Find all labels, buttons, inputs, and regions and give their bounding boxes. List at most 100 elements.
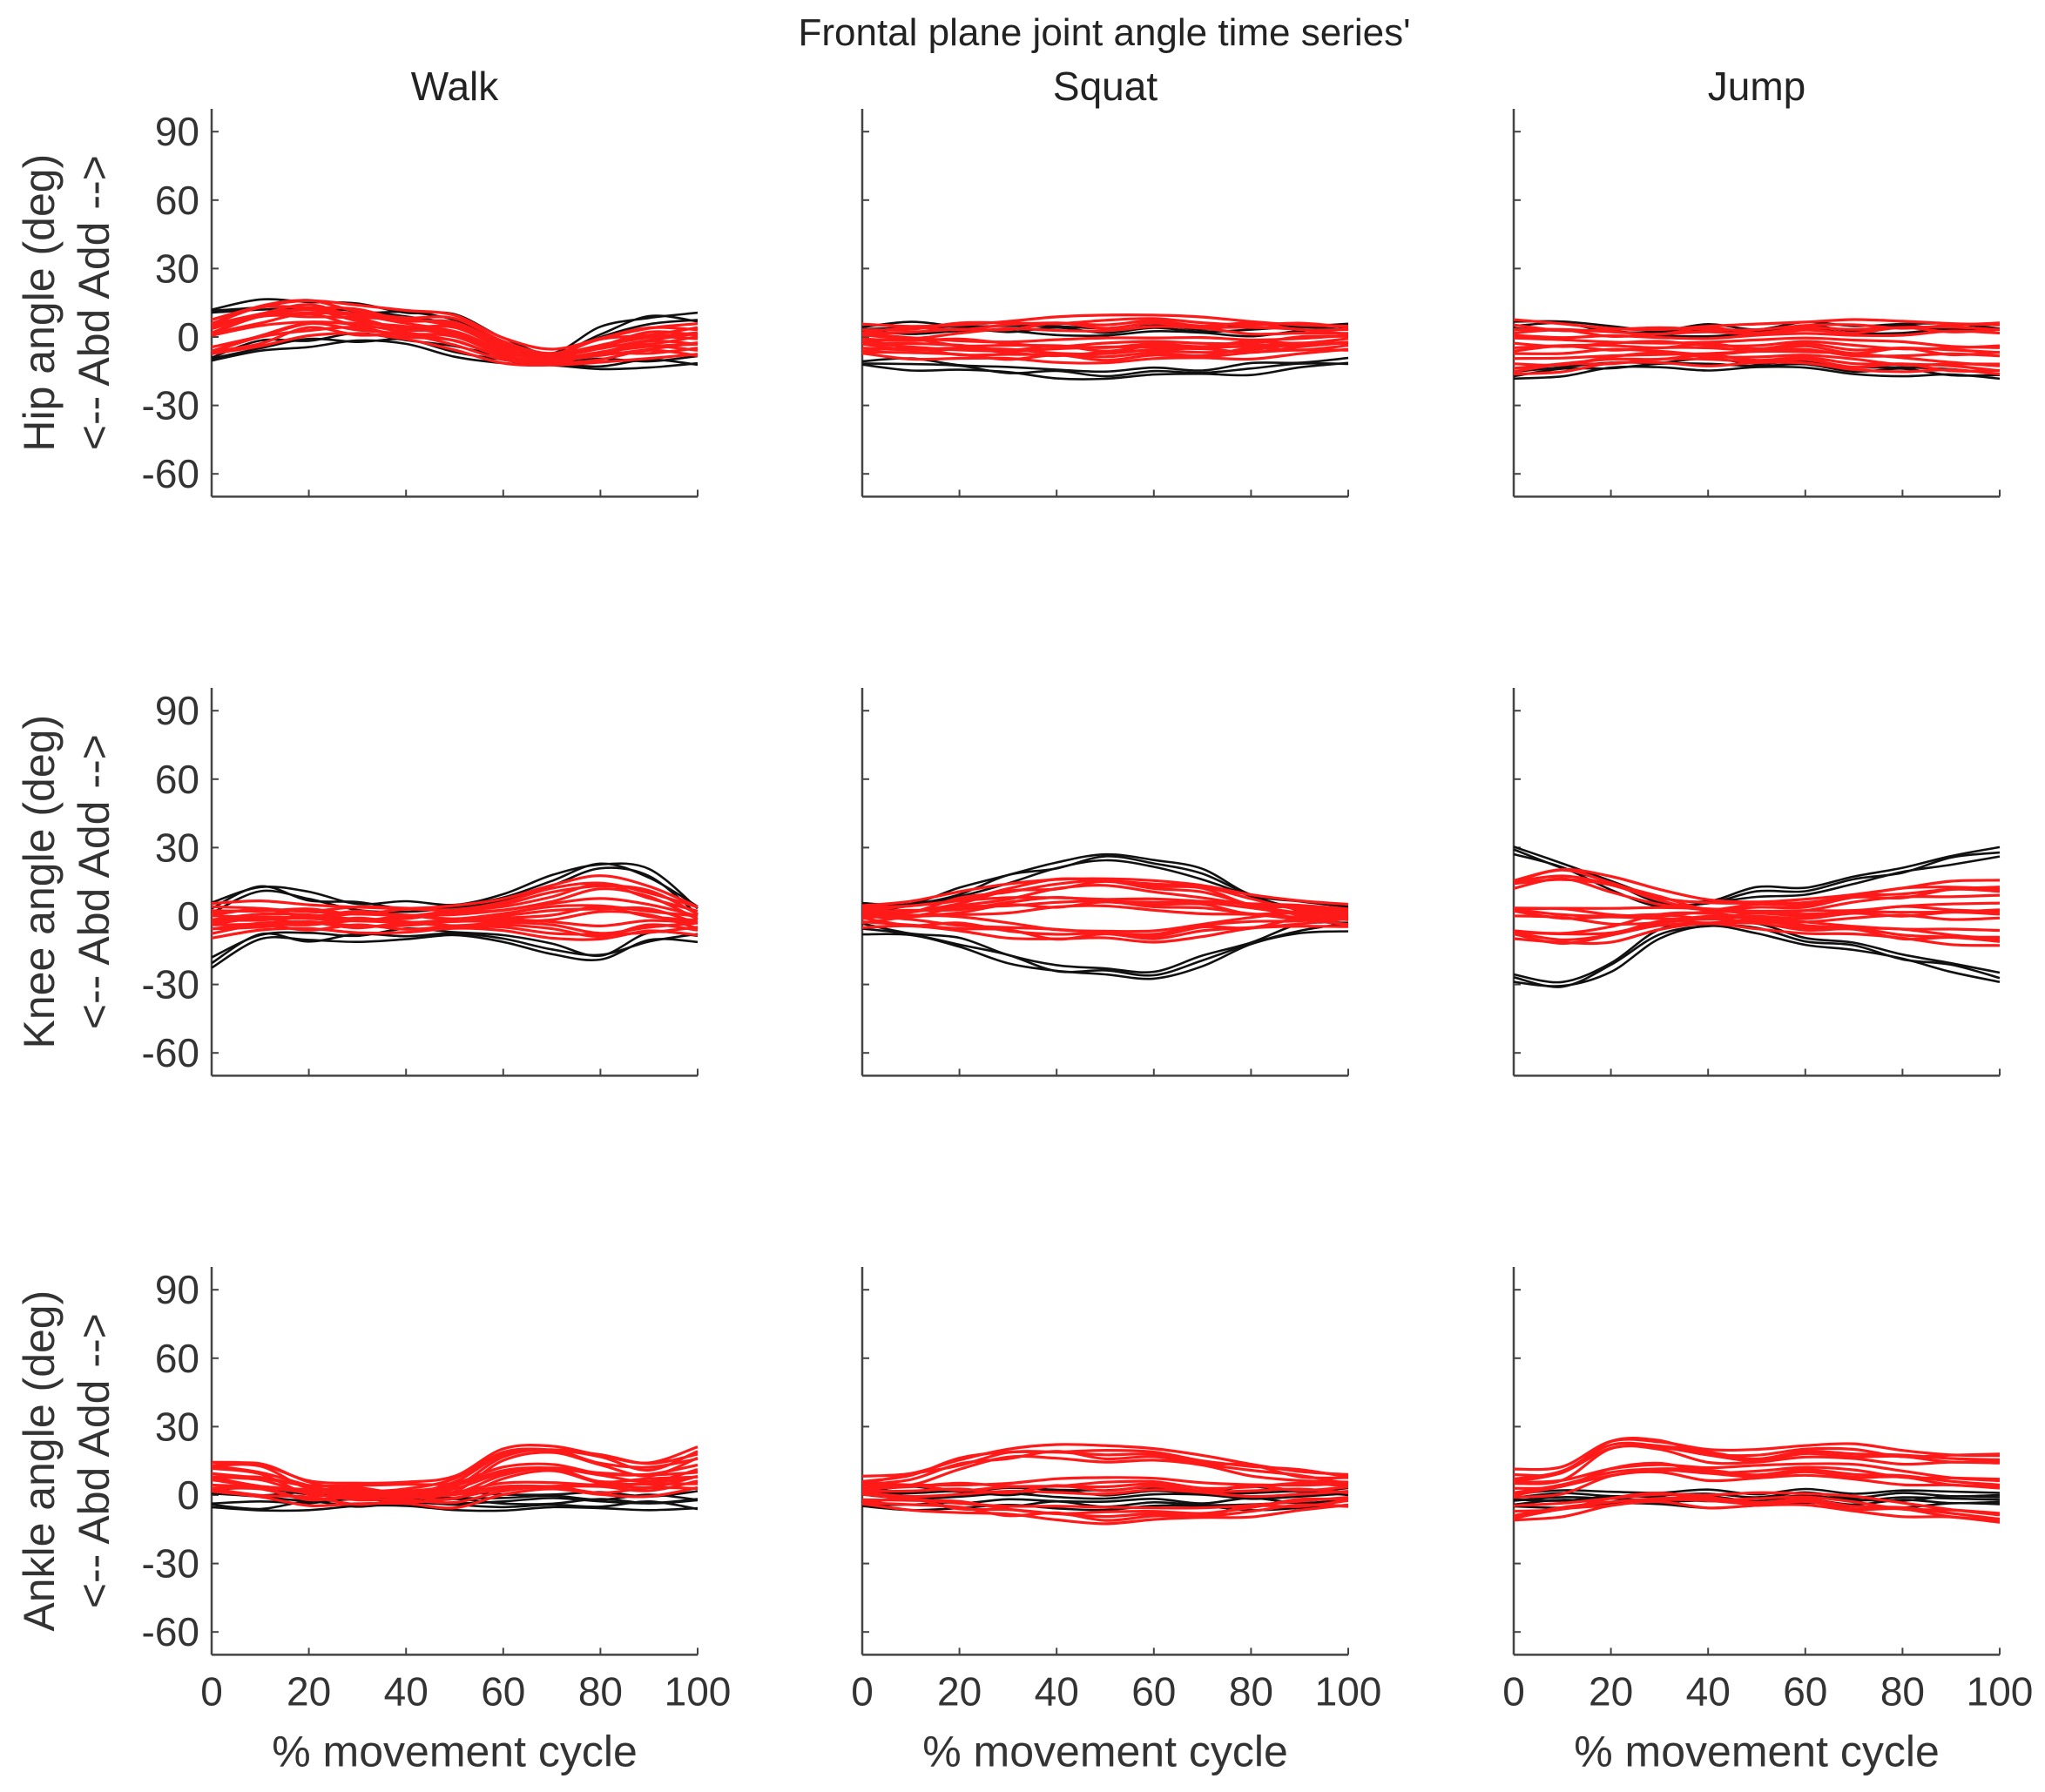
y-tick-label: 0 (177, 314, 199, 360)
x-tick-label: 100 (1967, 1668, 2034, 1714)
x-tick-label: 0 (1502, 1668, 1525, 1714)
series-line-red-red-lower (211, 320, 699, 360)
y-tick-label: -30 (142, 383, 199, 428)
series-line-red-red-lower (1513, 351, 2001, 367)
column-title-squat: Squat (1053, 64, 1157, 109)
panel-hip-walk: 90 60 30 0 -30 -60 (142, 109, 699, 498)
series-line-black-black-lower (211, 933, 699, 969)
series-line-red-red-lower (211, 1475, 699, 1494)
y-tick-label: -60 (142, 451, 199, 496)
series-line-red-red-upper (211, 1444, 699, 1485)
y-tick-label: 30 (155, 1404, 199, 1449)
panel-hip-jump (1512, 109, 2001, 498)
series-line-red-red-upper (861, 313, 1349, 328)
panel-knee-squat (861, 688, 1349, 1077)
series-line-red-red-upper (1513, 1444, 2001, 1485)
series-line-black-black-upper (1513, 845, 2001, 904)
series-line-red-red-mid (1513, 340, 2001, 351)
y-tick-label: 60 (155, 178, 199, 223)
series-line-red-red-upper (861, 1454, 1349, 1488)
x-tick-label: 20 (287, 1668, 331, 1714)
x-tick-label: 80 (1880, 1668, 1925, 1714)
panel-ankle-jump: 0 20 40 60 80 100 % movement cycle (1502, 1267, 2033, 1775)
x-tick-label: 60 (481, 1668, 525, 1714)
series-line-red-red-lower (211, 332, 699, 367)
row-label-hip: Hip angle (deg) (15, 154, 64, 452)
y-tick-label: 0 (177, 893, 199, 939)
x-tick-label: 0 (200, 1668, 223, 1714)
series-line-red-red-mid (211, 897, 699, 918)
series-line-red-red-lower (1513, 1491, 2001, 1517)
series-line-red-red-upper (1513, 318, 2001, 332)
x-tick-label: 40 (384, 1668, 429, 1714)
series-line-red-red-upper (1513, 321, 2001, 333)
y-tick-label: 60 (155, 1336, 199, 1381)
series-line-red-red-mid (1513, 1462, 2001, 1485)
series-line-red-red-upper (1513, 867, 2001, 904)
panel-knee-jump (1512, 688, 2001, 1077)
x-tick-label: 40 (1035, 1668, 1079, 1714)
series-line-red-red-lower (211, 1485, 699, 1510)
panel-knee-walk: 90 60 30 0 -30 -60 (142, 688, 699, 1077)
x-tick-label: 60 (1131, 1668, 1176, 1714)
series-line-black-black-upper (861, 855, 1349, 910)
series-line-red-red-lower (211, 915, 699, 928)
series-line-black-black-lower (861, 361, 1349, 378)
y-tick-label: -30 (142, 962, 199, 1007)
series-line-red-red-lower (1513, 1491, 2001, 1515)
y-tick-label: 90 (155, 688, 199, 733)
x-axis-label: % movement cycle (272, 1727, 638, 1775)
series-line-black-black-lower (211, 927, 699, 959)
series-line-red-red-mid (211, 313, 699, 360)
series-line-red-red-mid (861, 895, 1349, 912)
series-line-red-red-upper (211, 299, 699, 351)
y-tick-label: 30 (155, 246, 199, 291)
series-line-red-red-upper (861, 1443, 1349, 1478)
series-line-red-red-upper (211, 305, 699, 356)
series-line-red-red-mid (211, 308, 699, 355)
panel-hip-squat (861, 109, 1349, 498)
series-line-red-red-mid (1513, 1461, 2001, 1490)
y-tick-label: -30 (142, 1541, 199, 1587)
x-tick-label: 20 (1589, 1668, 1633, 1714)
series-line-red-red-lower (861, 1502, 1349, 1526)
series-line-red-red-lower (861, 340, 1349, 353)
y-tick-label: 90 (155, 1267, 199, 1312)
row-label-knee: Knee angle (deg) (15, 715, 64, 1049)
series-line-red-red-upper (1513, 1438, 2001, 1472)
row-direction-label-ankle: <-- Abd Add --> (70, 1313, 118, 1608)
series-line-black-black-lower (211, 339, 699, 371)
x-tick-label: 40 (1686, 1668, 1731, 1714)
series-line-red-red-lower (861, 1492, 1349, 1510)
x-tick-label: 80 (1229, 1668, 1273, 1714)
series-line-black-black-upper (1513, 1487, 2001, 1496)
series-line-red-red-lower (861, 914, 1349, 937)
series-line-red-red-lower (861, 909, 1349, 933)
series-line-red-red-lower (211, 326, 699, 366)
series-line-red-red-mid (861, 332, 1349, 344)
series-line-red-red-lower (1513, 349, 2001, 367)
series-line-red-red-mid (861, 895, 1349, 916)
x-tick-label: 100 (1315, 1668, 1382, 1714)
x-axis-label: % movement cycle (922, 1727, 1288, 1775)
row-direction-label-hip: <-- Abd Add --> (70, 155, 118, 450)
series-line-black-black-lower (861, 921, 1349, 977)
x-tick-label: 80 (578, 1668, 623, 1714)
series-line-red-red-mid (861, 1488, 1349, 1499)
series-line-red-red-upper (861, 877, 1349, 907)
series-line-black-black-lower (861, 356, 1349, 374)
series-line-red-red-mid (1513, 336, 2001, 349)
y-tick-label: 30 (155, 825, 199, 870)
series-line-red-red-mid (861, 1476, 1349, 1487)
row-direction-label-knee: <-- Abd Add --> (70, 734, 118, 1029)
series-line-red-red-mid (1513, 901, 2001, 913)
panel-ankle-squat: 0 20 40 60 80 100 % movement cycle (851, 1267, 1381, 1775)
series-line-red-red-lower (861, 347, 1349, 365)
series-line-black-black-lower (861, 920, 1349, 973)
x-tick-label: 60 (1783, 1668, 1827, 1714)
series-line-red-red-lower (1513, 911, 2001, 935)
row-label-ankle: Ankle angle (deg) (15, 1290, 64, 1632)
series-line-red-red-upper (861, 325, 1349, 340)
